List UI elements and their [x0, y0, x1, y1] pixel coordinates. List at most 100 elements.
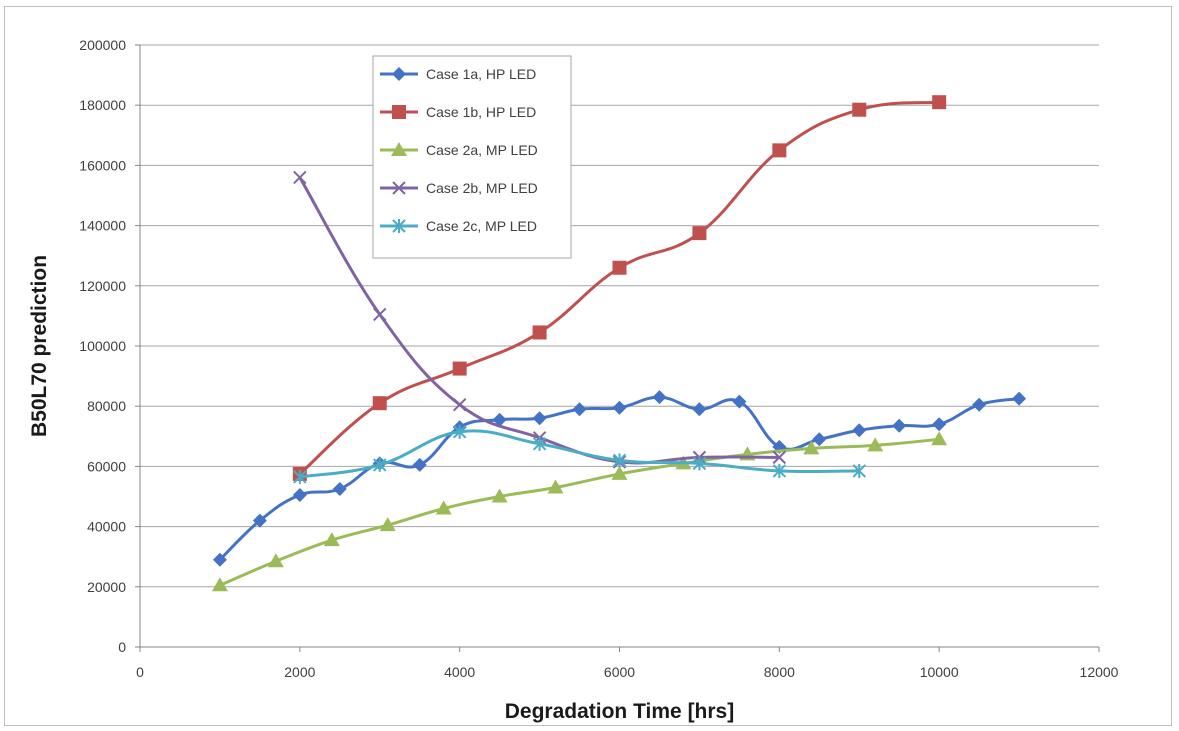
data-point: [612, 453, 627, 468]
series-layer: [211, 95, 1027, 592]
data-point: [532, 411, 547, 426]
legend-item: Case 1a, HP LED: [380, 66, 536, 82]
data-point: [252, 513, 267, 528]
x-tick-label: 4000: [444, 664, 475, 680]
data-point: [492, 412, 507, 427]
data-point: [532, 325, 547, 340]
y-tick-label: 120000: [79, 278, 126, 294]
data-point: [435, 500, 452, 515]
data-point: [892, 418, 907, 433]
data-point: [452, 397, 467, 412]
x-tick-label: 10000: [920, 664, 959, 680]
data-point: [372, 396, 387, 411]
y-tick-label: 40000: [87, 519, 126, 535]
data-point: [612, 260, 627, 275]
y-tick-label: 80000: [87, 398, 126, 414]
legend-box: [372, 55, 572, 259]
x-tick-label: 12000: [1080, 664, 1119, 680]
data-point: [293, 469, 307, 484]
legend-item: Case 1b, HP LED: [380, 104, 536, 120]
data-point: [772, 463, 787, 478]
x-tick-label: 2000: [284, 664, 315, 680]
series-2: [292, 95, 947, 481]
series-5: [293, 424, 866, 484]
data-point: [547, 479, 564, 494]
series-line: [219, 437, 940, 587]
legend-marker: [392, 219, 406, 233]
data-point: [267, 553, 284, 568]
legend-label: Case 2a, MP LED: [426, 142, 538, 158]
data-point: [772, 450, 787, 465]
data-point: [412, 457, 427, 472]
data-point: [491, 488, 508, 503]
legend-label: Case 2c, MP LED: [426, 218, 537, 234]
data-point: [772, 143, 787, 158]
data-point: [293, 170, 307, 185]
legend-item: Case 2c, MP LED: [380, 218, 537, 234]
data-point: [452, 361, 467, 376]
x-tick-label: 8000: [764, 664, 795, 680]
series-line: [299, 429, 860, 479]
legend-marker: [392, 105, 406, 119]
data-point: [373, 457, 387, 472]
marker-stroke: [293, 170, 307, 185]
legend: Case 1a, HP LED Case 1b, HP LED Case 2a, M…: [372, 55, 572, 259]
y-tick-label: 160000: [79, 157, 126, 173]
data-point: [692, 456, 707, 471]
data-point: [652, 390, 667, 405]
x-axis-title: Degradation Time [hrs]: [505, 700, 734, 723]
data-point: [612, 400, 627, 415]
data-point: [852, 102, 867, 117]
gridlines: [140, 44, 1099, 588]
y-tick-label: 140000: [79, 218, 126, 234]
y-axis-title: B50L70 prediction: [28, 255, 51, 437]
tick-labels: 0200004000060000800001000001200001400001…: [79, 37, 1118, 680]
data-point: [812, 432, 827, 447]
legend-label: Case 2b, MP LED: [426, 180, 538, 196]
marker-stroke: [373, 307, 387, 322]
data-point: [692, 402, 707, 417]
data-point: [292, 487, 307, 502]
data-point: [732, 394, 747, 409]
marker-stroke: [392, 181, 406, 195]
y-tick-label: 200000: [79, 37, 126, 53]
data-point: [323, 532, 340, 547]
y-tick-label: 0: [118, 639, 126, 655]
x-tick-label: 0: [136, 664, 144, 680]
data-point: [867, 437, 884, 452]
legend-item: Case 2b, MP LED: [380, 180, 538, 196]
data-point: [852, 463, 866, 478]
data-point: [1012, 391, 1027, 406]
data-point: [852, 423, 867, 438]
data-point: [212, 552, 227, 567]
y-tick-label: 60000: [87, 458, 126, 474]
legend-item: Case 2a, MP LED: [380, 142, 538, 158]
data-point: [611, 465, 628, 480]
data-point: [379, 517, 396, 532]
legend-marker: [392, 67, 406, 81]
legend-marker: [392, 181, 406, 195]
data-point: [532, 436, 547, 451]
marker-stroke: [772, 450, 787, 465]
data-point: [332, 481, 347, 496]
data-point: [931, 431, 948, 446]
data-point: [932, 95, 947, 110]
y-tick-label: 180000: [79, 97, 126, 113]
legend-label: Case 1a, HP LED: [426, 66, 536, 82]
y-tick-label: 20000: [87, 579, 126, 595]
data-point: [803, 440, 820, 455]
y-tick-label: 100000: [79, 338, 126, 354]
data-point: [373, 307, 387, 322]
chart-frame: [4, 6, 1172, 726]
x-tick-label: 6000: [604, 664, 635, 680]
series-3: [211, 431, 948, 592]
legend-marker: [391, 142, 407, 156]
data-point: [692, 226, 707, 241]
data-point: [211, 577, 228, 592]
data-point: [932, 417, 947, 432]
axes: [135, 44, 1100, 652]
marker-stroke: [452, 397, 467, 412]
data-point: [572, 402, 587, 417]
data-point: [972, 397, 987, 412]
data-point: [452, 424, 467, 439]
